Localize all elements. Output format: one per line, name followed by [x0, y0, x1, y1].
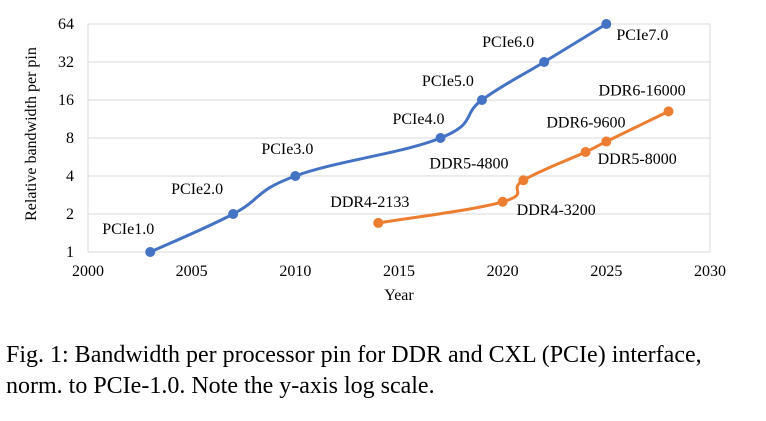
x-tick-label: 2000 — [72, 263, 104, 280]
data-point-label: PCIe4.0 — [392, 111, 444, 128]
y-tick-label: 8 — [66, 130, 74, 147]
data-point-marker — [290, 171, 301, 181]
x-tick-labels: 2000 2005 2010 2015 2020 2025 2030 — [72, 263, 726, 280]
y-tick-label: 16 — [58, 92, 74, 109]
y-tick-label: 64 — [58, 16, 74, 33]
data-point-label: DDR4-3200 — [517, 202, 596, 219]
data-point-marker — [539, 57, 550, 67]
data-point-marker — [580, 146, 591, 157]
data-point-marker — [228, 209, 239, 219]
data-point-label: DDR4-2133 — [330, 194, 409, 211]
y-tick-label: 1 — [66, 244, 74, 261]
y-tick-label: 4 — [66, 168, 74, 185]
x-tick-label: 2015 — [383, 263, 415, 280]
data-point-label: PCIe1.0 — [102, 221, 154, 238]
data-point-marker — [601, 19, 612, 29]
figure-caption: Fig. 1: Bandwidth per processor pin for … — [6, 342, 702, 399]
data-point-marker — [373, 217, 384, 228]
x-tick-label: 2025 — [590, 263, 622, 280]
data-point-marker — [663, 106, 674, 117]
data-point-marker — [601, 136, 612, 147]
data-point-marker — [518, 175, 529, 186]
y-tick-labels: 1 2 4 8 16 32 64 — [58, 16, 74, 261]
x-tick-label: 2030 — [694, 263, 726, 280]
data-point-label: PCIe2.0 — [171, 181, 223, 198]
x-tick-label: 2005 — [176, 263, 208, 280]
x-axis-title: Year — [384, 287, 414, 304]
data-point-marker — [476, 95, 487, 105]
data-point-label: DDR5-8000 — [598, 151, 677, 168]
y-axis-title: Relative bandwidth per pin — [23, 47, 40, 221]
data-point-label: PCIe7.0 — [616, 27, 668, 44]
y-tick-label: 2 — [66, 206, 74, 223]
y-tick-label: 32 — [58, 54, 74, 71]
data-point-marker — [145, 247, 156, 257]
data-point-marker — [497, 196, 508, 207]
x-tick-label: 2020 — [487, 263, 519, 280]
point-labels: PCIe1.0 PCIe2.0 PCIe3.0 PCIe4.0 PCIe5.0 PCIe6… — [102, 27, 685, 238]
x-tick-label: 2010 — [279, 263, 311, 280]
data-point-label: PCIe6.0 — [482, 34, 534, 51]
data-point-label: PCIe5.0 — [422, 73, 474, 90]
data-point-label: PCIe3.0 — [261, 141, 313, 158]
data-point-marker — [435, 133, 446, 143]
data-point-label: DDR6-16000 — [599, 82, 686, 99]
series-layer — [145, 19, 674, 257]
data-point-label: DDR6-9600 — [546, 115, 625, 132]
data-point-label: DDR5-4800 — [429, 155, 508, 172]
